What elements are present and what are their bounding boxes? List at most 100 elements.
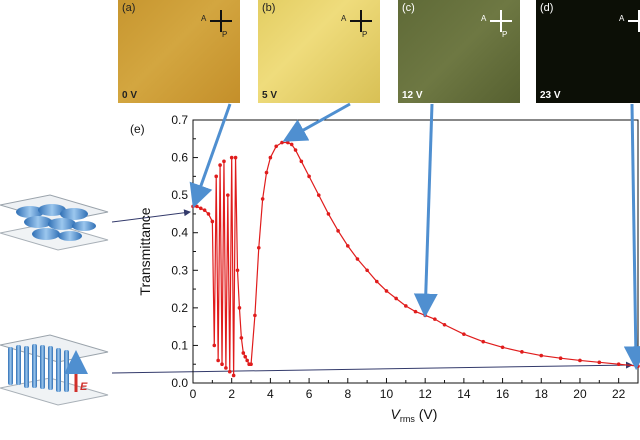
data-point (597, 360, 602, 365)
data-point (210, 219, 215, 224)
data-point (218, 163, 222, 167)
data-point (404, 304, 408, 308)
data-point (233, 155, 238, 160)
y-tick-label: 0.7 (171, 113, 188, 127)
analyzer-label: A (341, 14, 347, 23)
voltage-label: 12 V (402, 90, 423, 101)
y-tick-label: 0.2 (171, 301, 188, 315)
x-tick-label: 16 (496, 387, 510, 401)
data-point (206, 212, 211, 216)
data-point (558, 356, 563, 361)
chart-axes: 0 2 4 6 8 10 12 14 16 18 20 22 0.0 0.1 0.2 0.3 0.4 0.5 0.6… (171, 113, 639, 401)
data-point (231, 373, 236, 378)
x-tick-label: 8 (344, 387, 351, 401)
x-tick-label: 10 (380, 387, 394, 401)
data-point (249, 362, 253, 367)
series-line (193, 141, 639, 376)
x-tick-label: 12 (418, 387, 432, 401)
data-point (578, 358, 582, 363)
panel-label: (c) (402, 2, 415, 14)
data-point (636, 364, 640, 368)
data-point (316, 193, 321, 197)
voltage-label: 0 V (122, 90, 138, 101)
voltage-label: 23 V (540, 90, 561, 101)
x-tick-label: 0 (190, 387, 197, 401)
x-tick-label: 4 (267, 387, 274, 401)
panel-arrow (623, 103, 640, 371)
data-point (433, 317, 437, 321)
data-point (299, 159, 304, 164)
homeotropic-alignment-schematic: E (0, 334, 109, 406)
polarizer-label: P (222, 30, 228, 39)
data-point (268, 155, 273, 160)
x-tick-label: 22 (612, 387, 626, 401)
planar-connector-arrow (111, 209, 191, 223)
x-tick-label: 20 (573, 387, 587, 401)
data-point (293, 148, 298, 152)
panel-arrows (189, 102, 640, 371)
data-point (375, 279, 379, 284)
polarizer-label: P (362, 30, 368, 39)
data-point (227, 369, 232, 374)
analyzer-label: A (481, 14, 487, 23)
y-axis-label: Transmittance (137, 207, 153, 295)
data-point (212, 343, 217, 348)
data-point (224, 366, 228, 370)
voltage-label: 5 V (262, 90, 278, 101)
data-point (539, 353, 544, 358)
homeotropic-connector-arrow (111, 361, 633, 374)
data-point (239, 336, 244, 340)
data-point (394, 296, 398, 301)
data-point (216, 358, 220, 363)
x-tick-label: 18 (535, 387, 549, 401)
panel-label: (a) (122, 2, 136, 14)
polarizer-cross-icon: A P (201, 10, 232, 39)
panel-label: (b) (262, 2, 276, 14)
analyzer-label: A (201, 14, 207, 23)
x-axis-label: Vrms (V) (391, 406, 438, 424)
micrograph-panel-a: (a) A P 0 V (118, 0, 240, 103)
plot-frame (192, 119, 639, 384)
micrograph-panel-d: (d) A P 23 V (536, 0, 640, 103)
micrograph-panel-b: (b) A P 5 V (258, 0, 380, 103)
data-point (286, 140, 290, 145)
field-label: E (80, 381, 88, 393)
y-tick-label: 0.5 (171, 188, 188, 202)
x-axis-label-main: V (391, 406, 402, 422)
data-point (423, 313, 427, 318)
y-tick-label: 0.1 (171, 338, 188, 352)
data-point (280, 140, 284, 145)
panel-arrow (189, 103, 232, 209)
polarizer-cross-icon: A P (481, 10, 512, 39)
x-axis-label-unit: (V) (415, 406, 438, 422)
micrograph-panel-c: (c) A P 12 V (398, 0, 520, 103)
data-point (365, 268, 369, 273)
data-point (336, 229, 340, 233)
data-point (253, 313, 257, 318)
data-point (520, 350, 524, 354)
polarizer-cross-icon: A P (341, 10, 372, 39)
data-point (355, 257, 360, 261)
data-point (214, 174, 219, 179)
data-point (198, 206, 203, 211)
data-point (241, 351, 246, 355)
data-point (226, 193, 230, 197)
panel-arrow (282, 102, 351, 142)
polarizer-label: P (502, 30, 508, 39)
data-point (243, 354, 248, 359)
panel-label: (d) (540, 2, 554, 14)
data-point (264, 170, 269, 175)
data-point (222, 159, 226, 164)
data-point (235, 268, 240, 273)
x-tick-label: 14 (457, 387, 471, 401)
data-point (229, 155, 234, 160)
y-tick-label: 0.4 (171, 226, 188, 240)
x-tick-label: 6 (306, 387, 313, 401)
polarizer-cross-icon: A P (619, 10, 640, 32)
transmittance-series (191, 140, 640, 378)
y-tick-label: 0.6 (171, 151, 188, 165)
x-axis-label-sub: rms (400, 414, 415, 424)
data-point (245, 358, 249, 363)
data-point (220, 362, 224, 367)
data-point (191, 204, 195, 209)
